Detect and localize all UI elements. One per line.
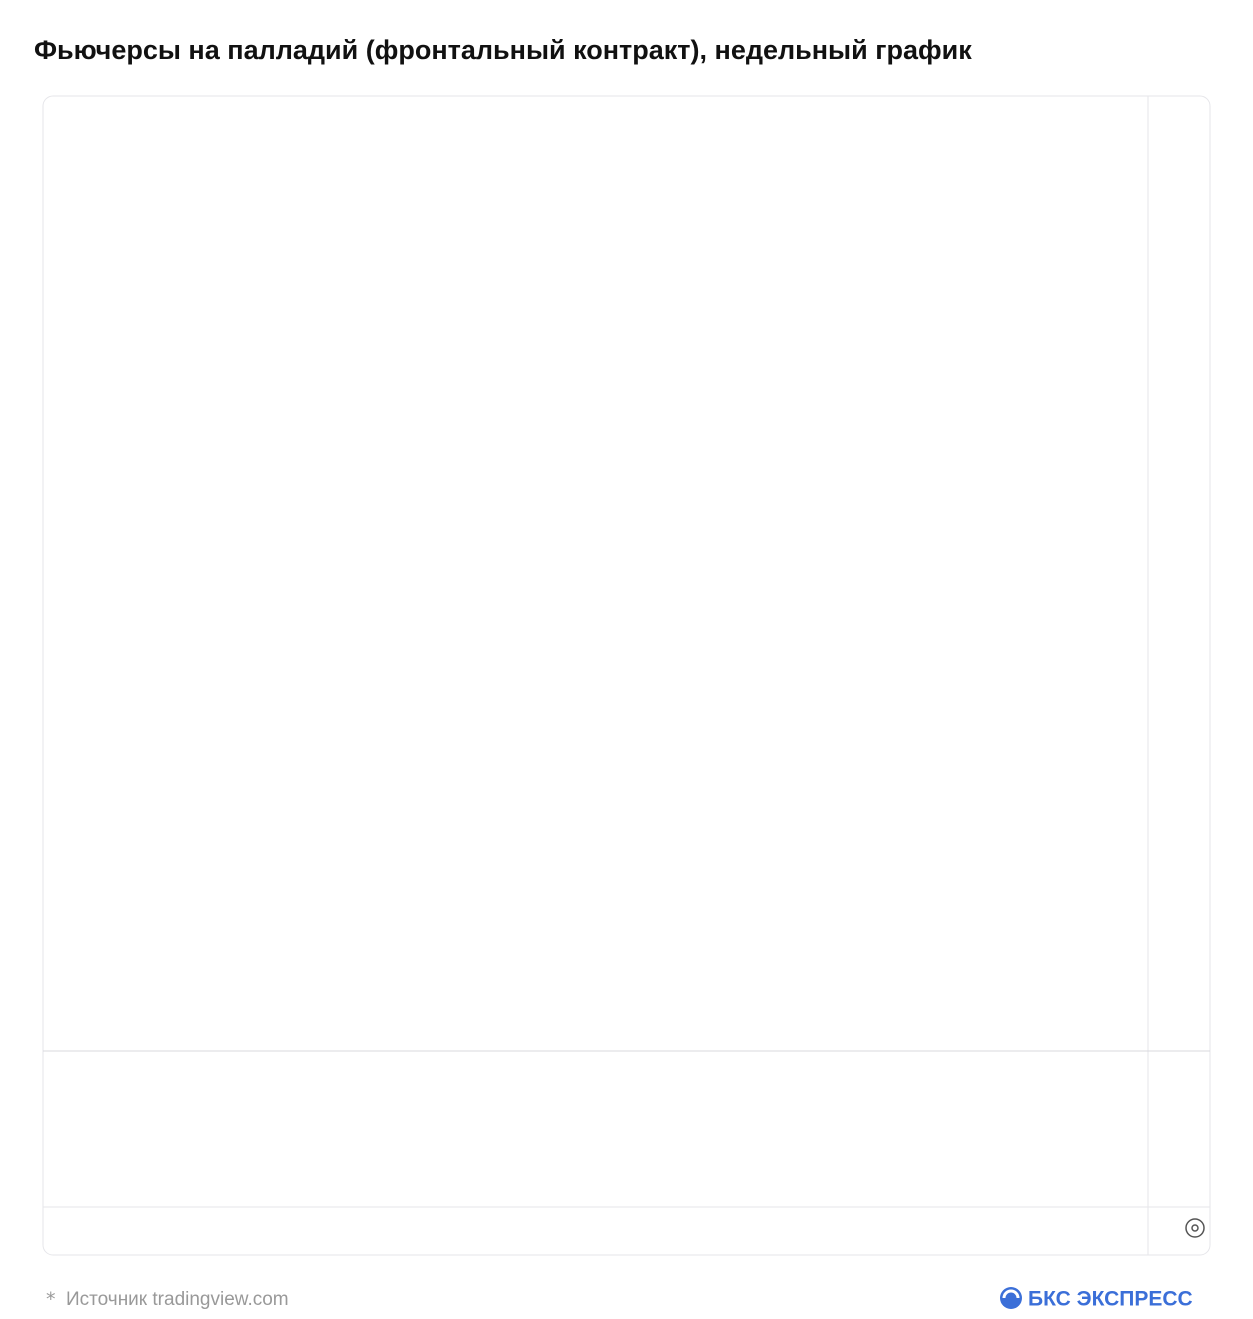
chart-frame (42, 95, 1211, 1256)
settings-icon[interactable] (1185, 1218, 1205, 1238)
source: Источник tradingview.com (66, 1289, 289, 1310)
brand: БКС ЭКСПРЕСС (1028, 1288, 1193, 1311)
settings-icon-center (1191, 1224, 1199, 1232)
brand-logo-arc (1002, 1289, 1020, 1299)
footnote-mark: * (46, 1289, 56, 1311)
chart-title: Фьючерсы на палладий (фронтальный контра… (34, 35, 972, 65)
